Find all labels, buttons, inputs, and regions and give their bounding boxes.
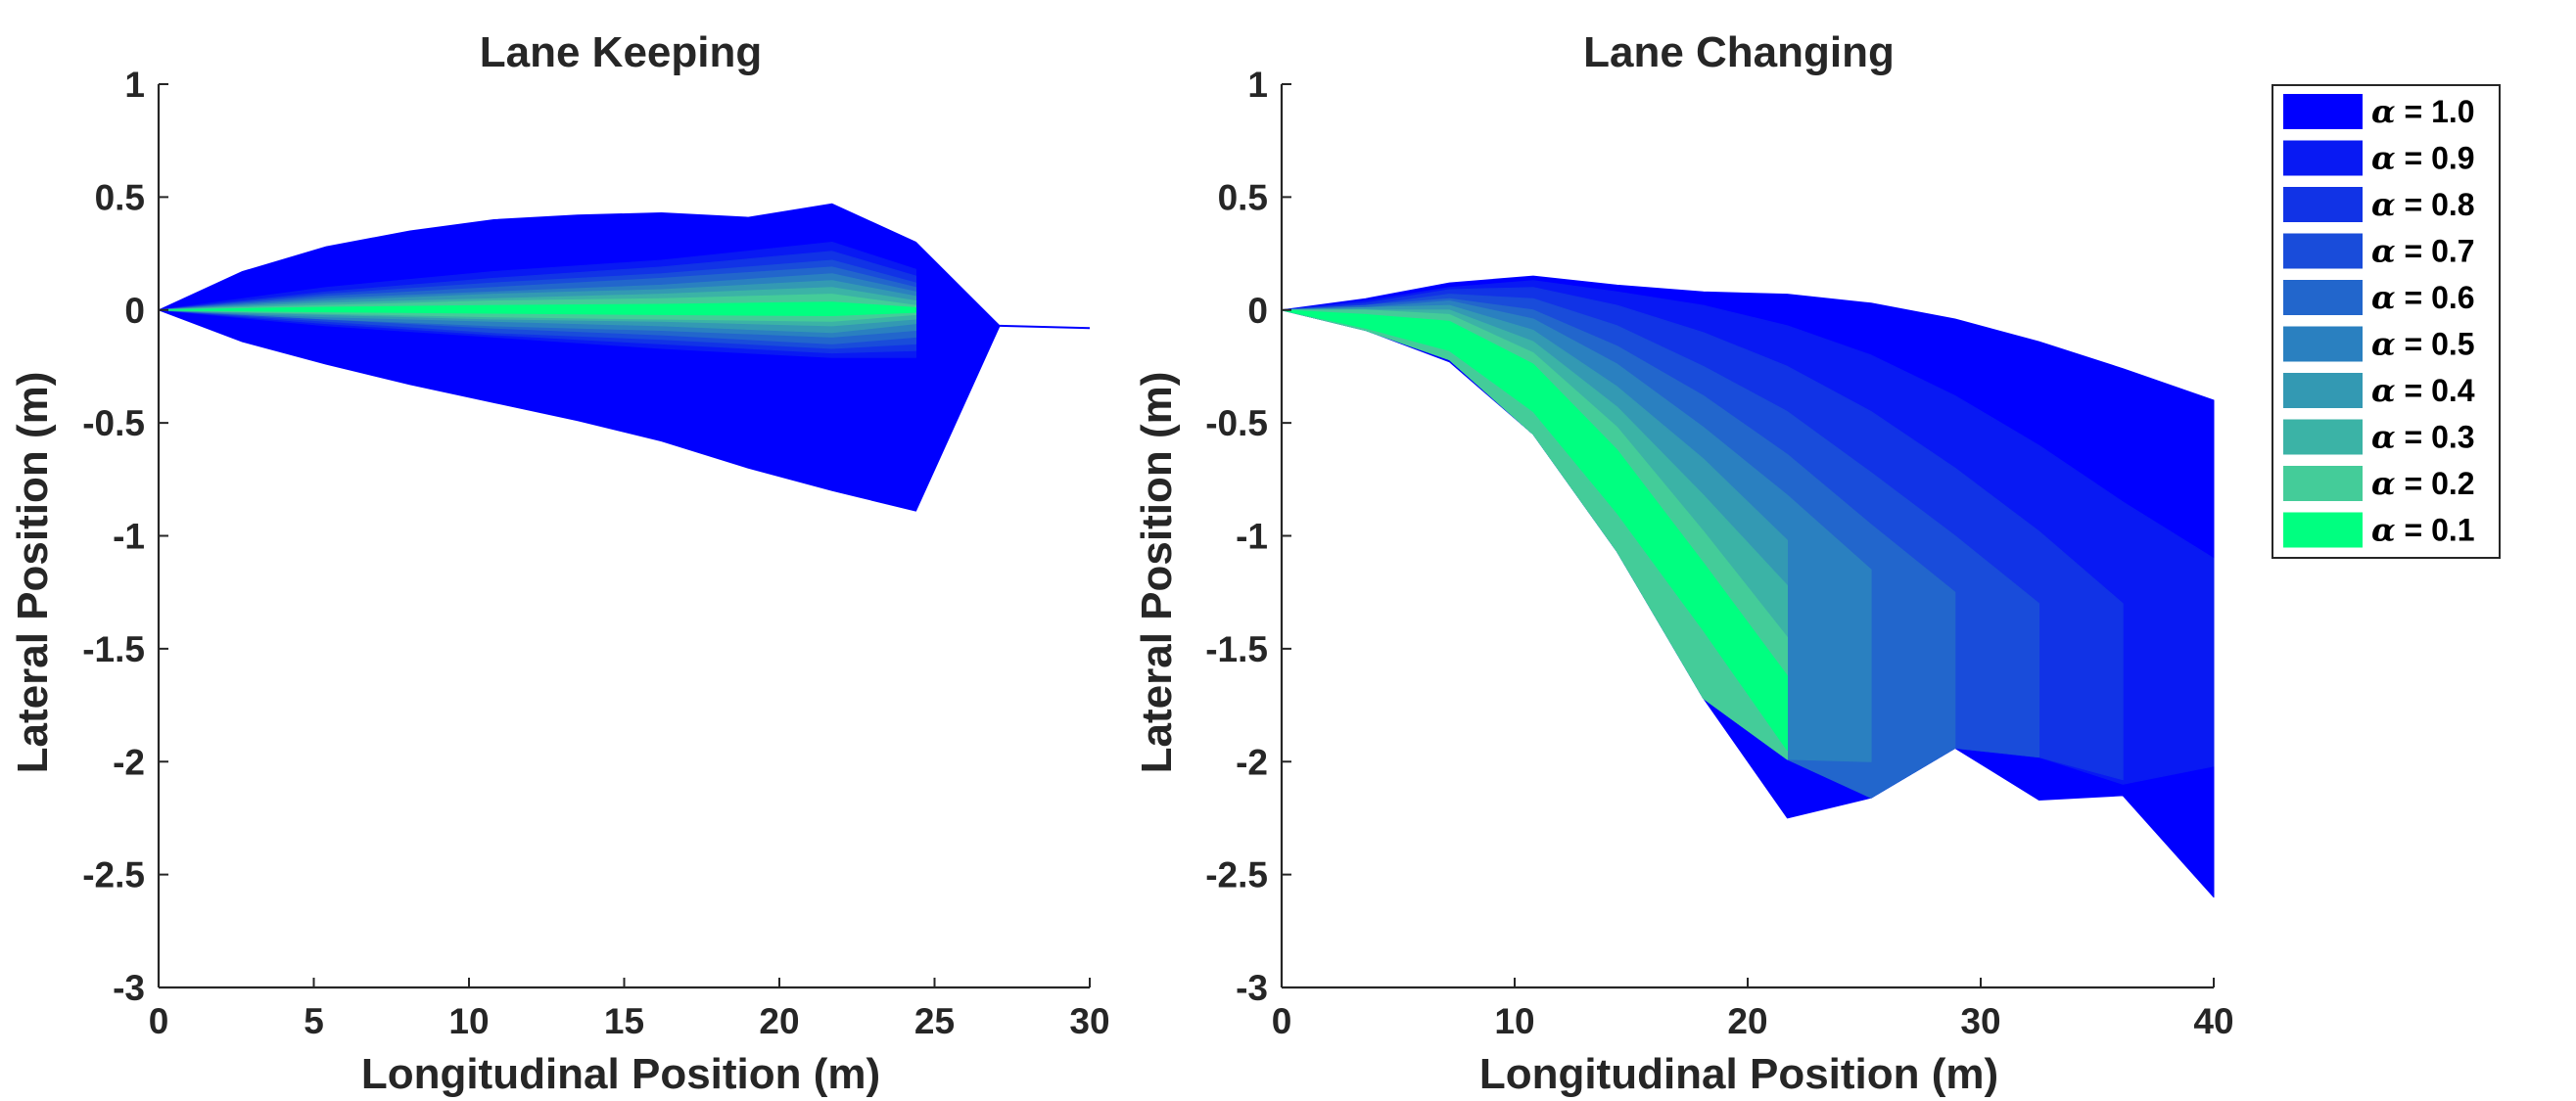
lane-changing-x-tick-label: 40 — [2193, 1001, 2233, 1041]
lane-keeping-areas — [158, 203, 1091, 512]
lane-changing-y-tick-label: 1 — [1247, 65, 1268, 105]
lane-keeping-area-0-1 — [158, 301, 916, 316]
legend-label: α = 0.5 — [2371, 326, 2475, 363]
lane-changing-xlabel: Longitudinal Position (m) — [1479, 1050, 1998, 1098]
legend-entries: α = 1.0 α = 0.9 α = 0.8 α = 0.7 α = 0.6 α = 0… — [2283, 93, 2475, 549]
lane-keeping-title: Lane Keeping — [480, 28, 763, 76]
lane-changing-y-tick-label: 0.5 — [1218, 177, 1268, 217]
lane-keeping-x-tick-label: 15 — [604, 1001, 644, 1041]
lane-changing-axes: 0 10 20 30 40 1 0.5 0 -0.5 -1 -1.5 -2 -2.5 -3 — [1205, 65, 2233, 1041]
legend-label: α = 0.7 — [2371, 233, 2475, 270]
lane-changing-y-tick-label: -2 — [1236, 742, 1268, 782]
lane-keeping-y-tick-label: 0.5 — [95, 177, 145, 217]
legend-label: α = 1.0 — [2371, 93, 2475, 130]
lane-keeping-xlabel: Longitudinal Position (m) — [361, 1050, 880, 1098]
lane-keeping-y-tick-label: -0.5 — [82, 403, 145, 443]
lane-keeping-chart: 0 5 10 15 20 25 30 1 0.5 0 -0.5 -1 -1.5 -2 -2.5 -3 Lane… — [9, 28, 1110, 1098]
lane-keeping-axes: 0 5 10 15 20 25 30 1 0.5 0 -0.5 -1 -1.5 -2 -2.5 -3 — [82, 65, 1109, 1041]
lane-changing-ylabel: Lateral Position (m) — [1133, 372, 1181, 774]
legend-swatch — [2283, 140, 2363, 176]
lane-changing-y-tick-label: -2.5 — [1205, 855, 1268, 895]
legend-swatch — [2283, 94, 2363, 129]
lane-changing-y-tick-label: 0 — [1247, 291, 1268, 331]
legend-label: α = 0.1 — [2371, 512, 2475, 549]
legend-label: α = 0.3 — [2371, 419, 2475, 456]
legend-label: α = 0.6 — [2371, 279, 2475, 316]
legend-swatch — [2283, 512, 2363, 548]
lane-changing-y-tick-label: -0.5 — [1205, 403, 1268, 443]
legend-swatch — [2283, 233, 2363, 269]
lane-changing-areas — [1281, 275, 2215, 898]
lane-keeping-y-tick-label: 0 — [124, 291, 145, 331]
lane-changing-title: Lane Changing — [1583, 28, 1895, 76]
lane-changing-area-0-1 — [1281, 309, 1788, 752]
legend-label: α = 0.4 — [2371, 372, 2475, 409]
lane-keeping-x-tick-label: 0 — [149, 1001, 169, 1041]
legend-swatch — [2283, 466, 2363, 501]
lane-keeping-y-tick-label: -3 — [113, 968, 145, 1008]
legend-label: α = 0.8 — [2371, 186, 2475, 223]
legend-swatch — [2283, 373, 2363, 408]
lane-keeping-x-tick-label: 30 — [1069, 1001, 1109, 1041]
lane-keeping-x-tick-label: 25 — [914, 1001, 955, 1041]
lane-changing-x-tick-label: 0 — [1272, 1001, 1292, 1041]
legend-label: α = 0.9 — [2371, 140, 2475, 177]
legend-swatch — [2283, 280, 2363, 315]
legend-swatch — [2283, 326, 2363, 362]
lane-changing-y-tick-label: -3 — [1236, 968, 1268, 1008]
lane-changing-y-tick-label: -1.5 — [1205, 629, 1268, 669]
legend-swatch — [2283, 419, 2363, 455]
lane-keeping-x-tick-label: 20 — [759, 1001, 799, 1041]
lane-changing-y-tick-label: -1 — [1236, 517, 1268, 557]
lane-changing-chart: 0 10 20 30 40 1 0.5 0 -0.5 -1 -1.5 -2 -2.5 -3 Lane Ch… — [1133, 28, 2234, 1098]
lane-changing-x-tick-label: 30 — [1960, 1001, 2000, 1041]
lane-keeping-y-tick-label: 1 — [124, 65, 145, 105]
lane-keeping-y-tick-label: -1.5 — [82, 629, 145, 669]
lane-keeping-x-tick-label: 5 — [304, 1001, 324, 1041]
lane-keeping-y-tick-label: -1 — [113, 517, 145, 557]
lane-keeping-y-tick-label: -2 — [113, 742, 145, 782]
legend-label: α = 0.2 — [2371, 465, 2475, 502]
legend: α = 1.0 α = 0.9 α = 0.8 α = 0.7 α = 0.6 α = 0… — [2272, 84, 2501, 559]
lane-changing-x-tick-label: 10 — [1494, 1001, 1534, 1041]
lane-keeping-ylabel: Lateral Position (m) — [9, 372, 57, 774]
lane-changing-x-tick-label: 20 — [1727, 1001, 1767, 1041]
legend-swatch — [2283, 187, 2363, 222]
lane-keeping-x-tick-label: 10 — [448, 1001, 489, 1041]
lane-keeping-y-tick-label: -2.5 — [82, 855, 145, 895]
lane-keeping-trail-line — [1000, 324, 1091, 330]
